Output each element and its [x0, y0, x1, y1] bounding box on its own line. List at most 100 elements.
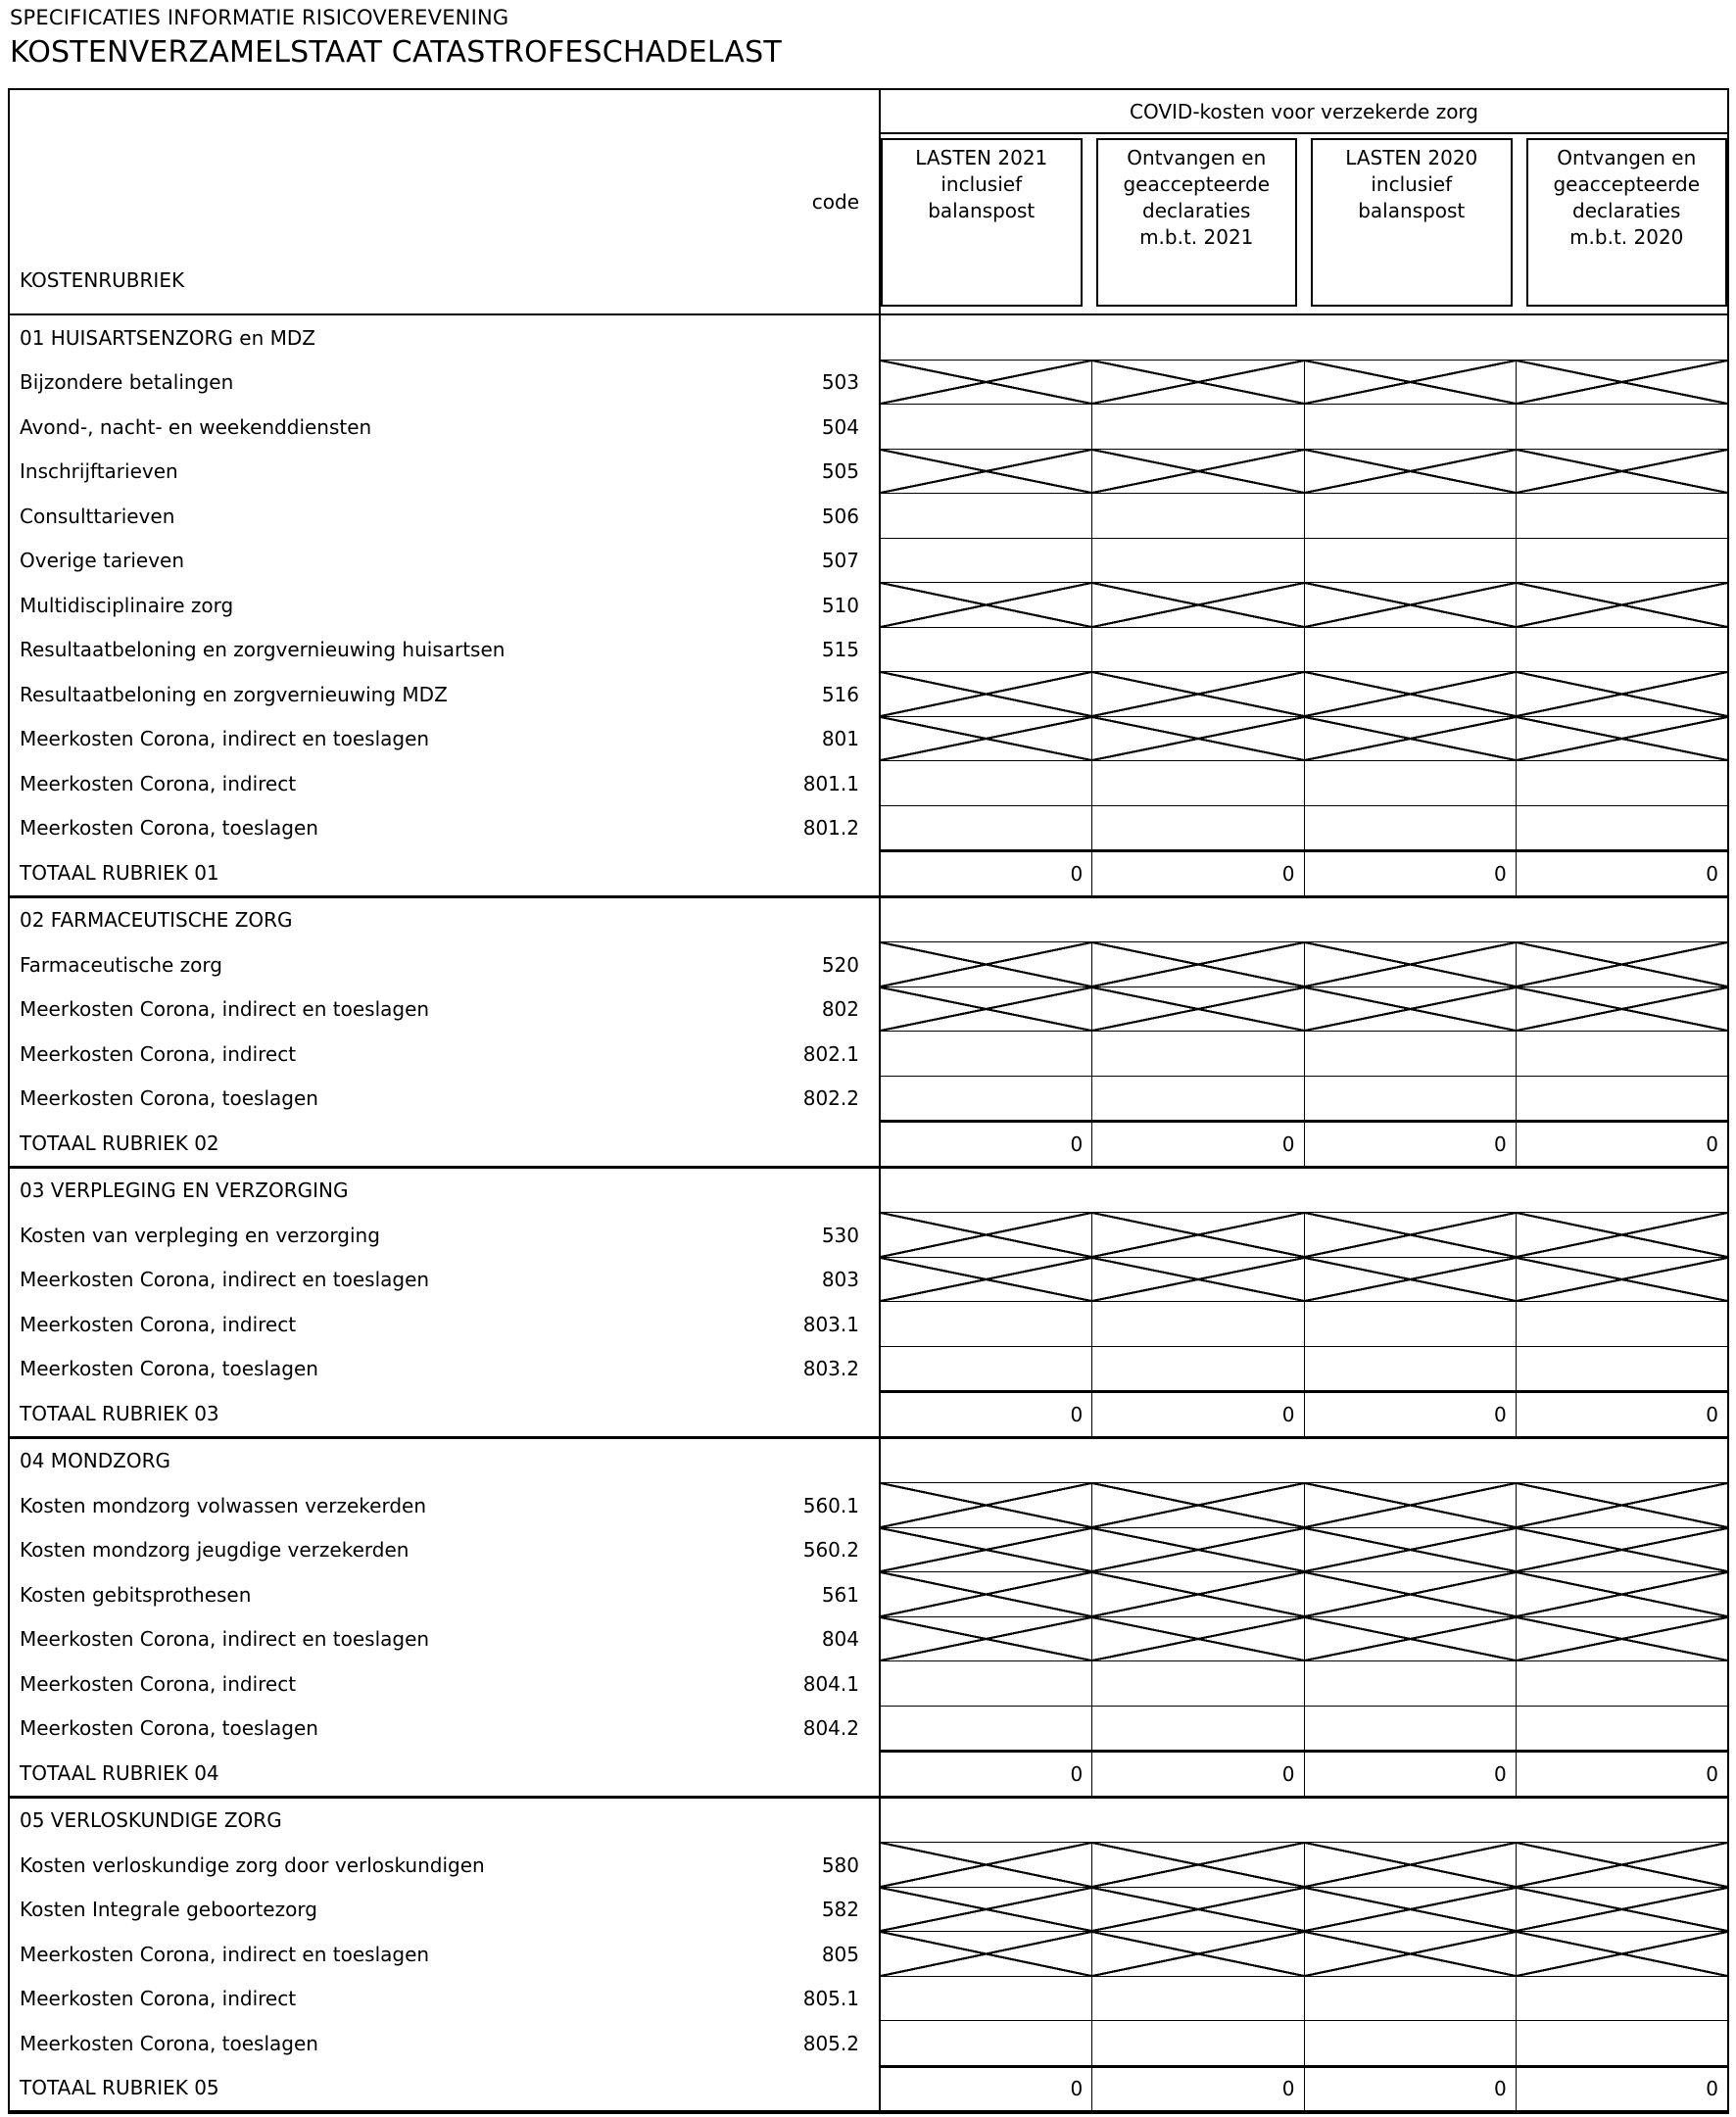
table-row: Meerkosten Corona, indirect 805.1: [10, 1976, 1727, 2021]
row-code: 802.1: [802, 1041, 859, 1066]
section-block: 03 VERPLEGING EN VERZORGING Kosten van ve…: [10, 1168, 1727, 1439]
row-code: 507: [821, 549, 859, 573]
section-block: 02 FARMACEUTISCHE ZORG Farmaceutische zor…: [10, 897, 1727, 1169]
table-row: Consulttarieven 506: [10, 494, 1727, 539]
crossed-value-cell: [1516, 1932, 1727, 1976]
row-label: Meerkosten Corona, toeslagen: [20, 2031, 318, 2055]
row-code: 515: [821, 638, 859, 662]
table-row: Kosten Integrale geboortezorg 582: [10, 1887, 1727, 1932]
crossed-value-cell: [1516, 1483, 1727, 1527]
row-code: 805.2: [802, 2031, 859, 2055]
empty-value-cell: [1517, 1302, 1727, 1346]
empty-value-cell: [881, 627, 1093, 671]
empty-value-cell: [1517, 2021, 1727, 2065]
crossed-value-cell: [1304, 360, 1517, 404]
empty-value-cell: [1517, 1347, 1727, 1391]
crossed-value-cell: [1092, 1257, 1305, 1301]
group-header: COVID-kosten voor verzekerde zorg: [881, 90, 1727, 134]
total-value-cell: 0: [1305, 1123, 1517, 1166]
table-row: Meerkosten Corona, indirect 802.1: [10, 1032, 1727, 1077]
table-row: Farmaceutische zorg 520: [10, 942, 1727, 987]
crossed-value-cell: [1304, 1213, 1517, 1257]
table-row: Meerkosten Corona, toeslagen 802.2: [10, 1076, 1727, 1121]
row-code: 805.1: [802, 1987, 859, 2011]
empty-value-cell: [1305, 1706, 1517, 1750]
empty-value-cell: [1305, 1076, 1517, 1120]
crossed-value-cell: [1304, 986, 1517, 1031]
crossed-value-cell: [1516, 1527, 1727, 1571]
crossed-value-cell: [1304, 716, 1517, 760]
total-row-label: TOTAAL RUBRIEK 02: [20, 1131, 219, 1155]
crossed-value-cell: [1516, 1257, 1727, 1301]
crossed-value-cell: [881, 1843, 1093, 1887]
row-code: 506: [821, 504, 859, 528]
section-total-row: TOTAAL RUBRIEK 05 0 0 0 0: [10, 2065, 1727, 2110]
crossed-value-cell: [1516, 672, 1727, 716]
total-value-cell: 0: [881, 1753, 1093, 1796]
total-value-cell: 0: [1305, 1393, 1517, 1436]
row-code: 802.2: [802, 1086, 859, 1111]
row-code: 561: [821, 1582, 859, 1607]
row-label: Meerkosten Corona, indirect en toeslagen: [20, 727, 430, 751]
crossed-value-cell: [1304, 449, 1517, 493]
section-header-spacer: [879, 1798, 1727, 1843]
crossed-value-cell: [1092, 360, 1305, 404]
table-row: Meerkosten Corona, toeslagen 805.2: [10, 2021, 1727, 2066]
crossed-value-cell: [881, 986, 1093, 1031]
empty-value-cell: [1092, 1976, 1305, 2020]
column-header-ontvangen-2020: Ontvangen en geaccepteerde declaraties m…: [1525, 138, 1727, 307]
row-label: Kosten van verpleging en verzorging: [20, 1223, 380, 1247]
table-row: Meerkosten Corona, indirect en toeslagen…: [10, 986, 1727, 1032]
row-code: 560.1: [802, 1493, 859, 1517]
table-row: Resultaatbeloning en zorgvernieuwing MDZ…: [10, 672, 1727, 717]
empty-value-cell: [1305, 1976, 1517, 2020]
empty-value-cell: [1305, 627, 1517, 671]
crossed-value-cell: [1092, 449, 1305, 493]
crossed-value-cell: [1304, 942, 1517, 986]
row-label: Meerkosten Corona, toeslagen: [20, 816, 318, 841]
empty-value-cell: [1305, 494, 1517, 538]
value-columns-header: COVID-kosten voor verzekerde zorg LASTEN…: [879, 90, 1727, 313]
row-label: Meerkosten Corona, toeslagen: [20, 1086, 318, 1111]
row-code: 803.2: [802, 1357, 859, 1381]
row-code: 582: [821, 1898, 859, 1922]
total-value-cell: 0: [1706, 1131, 1718, 1156]
crossed-value-cell: [881, 1932, 1093, 1976]
row-code: 804.1: [802, 1671, 859, 1696]
row-label: Meerkosten Corona, indirect: [20, 1987, 297, 2011]
column-header-lasten-2020: LASTEN 2020 inclusief balanspost: [1311, 138, 1513, 307]
crossed-value-cell: [881, 1483, 1093, 1527]
crossed-value-cell: [881, 716, 1093, 760]
empty-value-cell: [881, 1032, 1093, 1076]
crossed-value-cell: [1092, 1887, 1305, 1931]
row-label: Meerkosten Corona, indirect en toeslagen: [20, 1942, 430, 1966]
crossed-value-cell: [1304, 1257, 1517, 1301]
empty-value-cell: [1092, 1346, 1305, 1390]
empty-value-cell: [881, 2021, 1093, 2065]
empty-value-cell: [1305, 1302, 1517, 1346]
table-row: Kosten van verpleging en verzorging 530: [10, 1213, 1727, 1258]
crossed-value-cell: [881, 1213, 1093, 1257]
table-header: code KOSTENRUBRIEK COVID-kosten voor ver…: [10, 90, 1727, 315]
row-label: Farmaceutische zorg: [20, 952, 222, 977]
table-row: Bijzondere betalingen 503: [10, 360, 1727, 405]
section-header-label: 05 VERLOSKUNDIGE ZORG: [20, 1808, 282, 1833]
total-value-cell: 0: [881, 1393, 1093, 1436]
crossed-value-cell: [1304, 1572, 1517, 1616]
empty-value-cell: [1517, 539, 1727, 583]
total-value-cell: 0: [881, 1123, 1093, 1166]
crossed-value-cell: [881, 1257, 1093, 1301]
row-label: Kosten Integrale geboortezorg: [20, 1898, 317, 1922]
row-code: 804: [821, 1627, 859, 1652]
crossed-value-cell: [1092, 1843, 1305, 1887]
empty-value-cell: [881, 1076, 1093, 1120]
kostenrubriek-column-header: KOSTENRUBRIEK: [20, 268, 185, 292]
row-code: 801.1: [802, 771, 859, 795]
crossed-value-cell: [1516, 1572, 1727, 1616]
section-header-label: 02 FARMACEUTISCHE ZORG: [20, 908, 293, 933]
row-label: Kosten verloskundige zorg door verloskun…: [20, 1852, 485, 1877]
table-row: Kosten gebitsprothesen 561: [10, 1572, 1727, 1617]
empty-value-cell: [1092, 1661, 1305, 1706]
row-label: Meerkosten Corona, indirect: [20, 1041, 297, 1066]
crossed-value-cell: [1304, 1616, 1517, 1660]
